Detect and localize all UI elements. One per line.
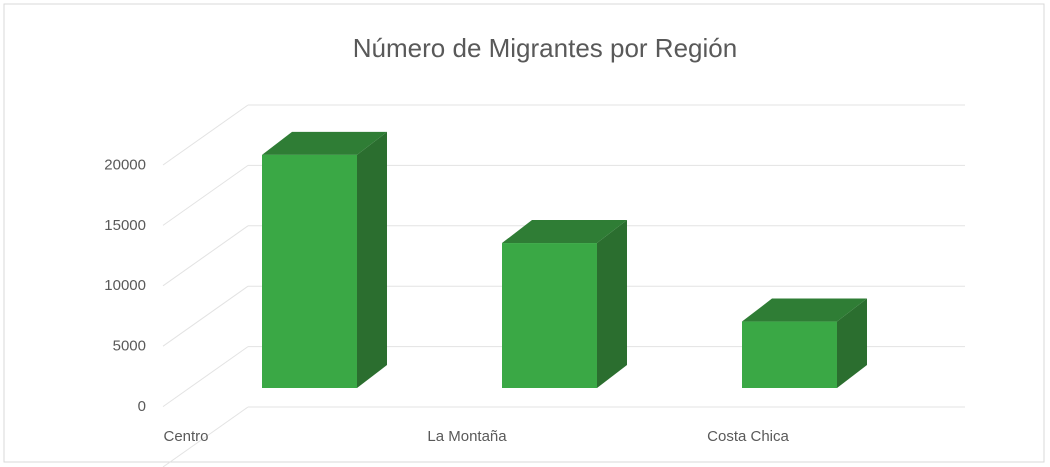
- bar: [742, 298, 867, 388]
- y-tick-label: 15000: [104, 217, 146, 234]
- bar-side: [837, 298, 867, 388]
- bar-top: [502, 220, 627, 244]
- x-tick-label: Centro: [163, 428, 208, 445]
- chart-title: Número de Migrantes por Región: [353, 33, 737, 63]
- grid-line: [162, 285, 249, 347]
- grid-line: [162, 225, 249, 287]
- bar: [262, 131, 387, 388]
- bar-front: [742, 321, 837, 388]
- bar-top: [742, 298, 867, 322]
- grid-line: [162, 406, 249, 467]
- bar-side: [597, 220, 627, 388]
- x-tick-label: La Montaña: [427, 428, 507, 445]
- bar-front: [262, 154, 357, 388]
- y-tick-label: 0: [138, 398, 146, 415]
- grid-line: [162, 104, 249, 166]
- bar: [502, 220, 627, 388]
- x-tick-label: Costa Chica: [707, 428, 789, 445]
- grid-line: [162, 346, 249, 408]
- y-tick-label: 5000: [113, 338, 146, 355]
- y-tick-label: 20000: [104, 156, 146, 173]
- y-tick-label: 10000: [104, 277, 146, 294]
- bar-front: [502, 243, 597, 388]
- bar-side: [357, 131, 387, 388]
- grid-line: [162, 164, 249, 226]
- bar-top: [262, 131, 387, 155]
